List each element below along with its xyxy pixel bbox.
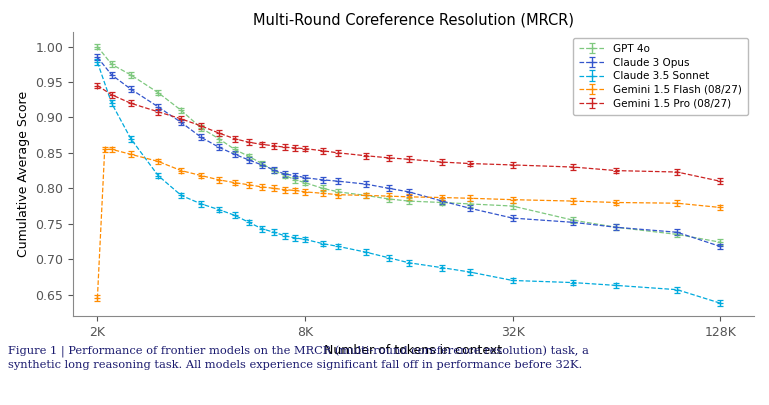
Text: Figure 1 | Performance of frontier models on the MRCR (multi-round coreference r: Figure 1 | Performance of frontier model… <box>8 346 588 370</box>
Legend: GPT 4o, Claude 3 Opus, Claude 3.5 Sonnet, Gemini 1.5 Flash (08/27), Gemini 1.5 P: GPT 4o, Claude 3 Opus, Claude 3.5 Sonnet… <box>573 38 748 115</box>
X-axis label: Number of tokens in context: Number of tokens in context <box>325 344 502 357</box>
Title: Multi-Round Coreference Resolution (MRCR): Multi-Round Coreference Resolution (MRCR… <box>253 12 574 27</box>
Y-axis label: Cumulative Average Score: Cumulative Average Score <box>17 91 30 257</box>
